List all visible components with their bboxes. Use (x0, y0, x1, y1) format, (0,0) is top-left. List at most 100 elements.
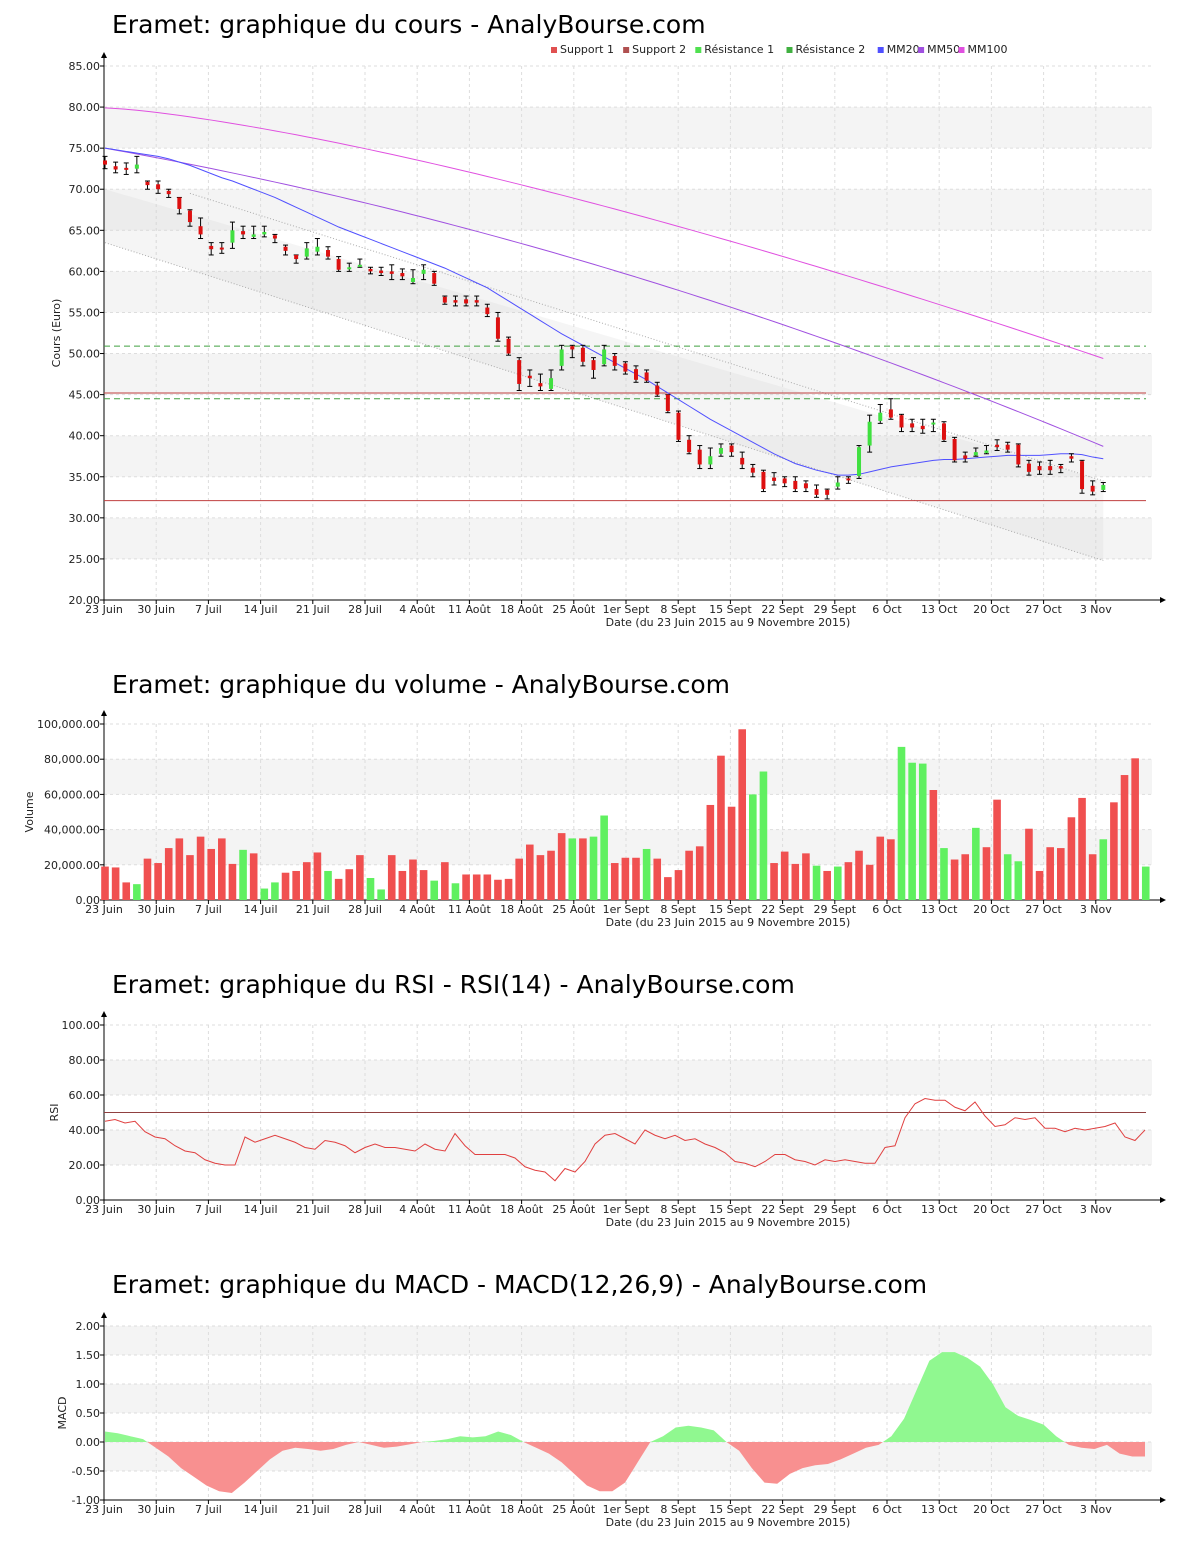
candle-body (474, 300, 479, 303)
volume-bar (780, 851, 789, 900)
y-tick-label: 20,000.00 (44, 859, 100, 872)
candle-body (241, 231, 246, 235)
candle-body (878, 412, 883, 421)
volume-bar (218, 838, 226, 900)
volume-bar (674, 870, 683, 900)
volume-bar (589, 836, 598, 900)
x-tick-label: 15 Sept (709, 903, 752, 916)
x-tick-label: 6 Oct (872, 603, 902, 616)
price-chart-title: Eramet: graphique du cours - AnalyBourse… (112, 10, 706, 39)
volume-bar (664, 877, 672, 900)
x-tick-label: 30 Juin (137, 1203, 175, 1216)
legend-label: MM20 (887, 43, 920, 56)
x-tick-label: 13 Oct (921, 903, 958, 916)
volume-bar (706, 804, 715, 900)
y-tick-label: 60,000.00 (44, 788, 100, 801)
legend-swatch (551, 47, 557, 53)
candle-body (1005, 444, 1010, 450)
candle-body (379, 270, 384, 274)
candle-body (262, 231, 267, 235)
y-tick-label: 0.00 (76, 1194, 101, 1207)
volume-bar (472, 874, 481, 900)
candle-body (612, 356, 617, 366)
macd-negative-area (147, 1442, 359, 1494)
candle-body (718, 448, 723, 454)
x-tick-label: 8 Sept (660, 603, 696, 616)
candle-body (495, 317, 500, 339)
y-tick-label: 80.00 (69, 1054, 101, 1067)
candle-body (538, 383, 543, 387)
candle-body (103, 160, 107, 165)
y-tick-label: 55.00 (69, 306, 101, 319)
x-axis-label: Date (du 23 Juin 2015 au 9 Novembre 2015… (606, 1216, 851, 1229)
x-tick-label: 1er Sept (603, 1503, 651, 1516)
x-tick-label: 1er Sept (603, 1203, 651, 1216)
candle-body (464, 299, 469, 304)
y-axis-label: RSI (48, 1104, 61, 1122)
x-tick-label: 3 Nov (1080, 603, 1112, 616)
macd-negative-area (523, 1442, 651, 1492)
x-tick-label: 30 Juin (137, 1503, 175, 1516)
legend-label: MM50 (927, 43, 960, 56)
candle-body (1058, 466, 1063, 469)
volume-bar (1003, 854, 1012, 900)
candle-body (825, 489, 830, 495)
x-axis-arrow (1160, 1197, 1166, 1203)
legend-swatch (786, 47, 793, 53)
candle-body (1016, 444, 1021, 465)
y-tick-label: 100,000.00 (37, 718, 100, 731)
candle-body (421, 269, 426, 274)
x-tick-label: 21 Juil (296, 1203, 330, 1216)
x-tick-label: 4 Août (399, 1203, 436, 1216)
volume-chart: 0.00 20,000.00 40,000.00 60,000.00 80,000.00… (23, 710, 1166, 929)
candle-body (899, 415, 904, 428)
x-tick-label: 11 Août (448, 1203, 492, 1216)
legend-label: MM100 (968, 43, 1008, 56)
volume-chart-title: Eramet: graphique du volume - AnalyBours… (112, 670, 730, 699)
x-tick-label: 25 Août (552, 603, 596, 616)
x-axis-arrow (1160, 1497, 1166, 1503)
volume-bar (536, 855, 545, 900)
candle-body (835, 482, 840, 487)
x-tick-label: 7 Juil (195, 1503, 222, 1516)
volume-bar (260, 888, 269, 900)
candle-body (591, 360, 596, 370)
volume-bar (982, 847, 991, 900)
volume-bar (695, 846, 704, 900)
x-tick-label: 21 Juil (296, 1503, 330, 1516)
volume-bar (929, 790, 938, 900)
x-tick-label: 15 Sept (709, 603, 752, 616)
volume-bar (483, 874, 492, 900)
x-tick-label: 4 Août (399, 903, 436, 916)
y-tick-label: 1.50 (76, 1349, 101, 1362)
candle-body (570, 346, 575, 350)
candle-body (846, 478, 851, 481)
legend-label: Support 1 (560, 43, 614, 56)
volume-bar (494, 879, 502, 900)
volume-bar (441, 862, 449, 900)
candle-body (432, 273, 437, 284)
rsi-line (104, 1097, 1146, 1182)
x-tick-label: 28 Juil (348, 1503, 382, 1516)
volume-bar (398, 870, 407, 900)
x-tick-label: 21 Juil (296, 903, 330, 916)
volume-bar (249, 853, 258, 900)
volume-bar (175, 838, 184, 900)
x-tick-label: 18 Août (500, 603, 544, 616)
macd-chart-title: Eramet: graphique du MACD - MACD(12,26,9… (112, 1270, 928, 1299)
x-tick-label: 8 Sept (660, 903, 696, 916)
candle-body (326, 250, 331, 257)
volume-bar (430, 880, 439, 900)
candle-body (772, 477, 777, 481)
volume-bar (887, 839, 895, 900)
candle-body (304, 248, 309, 257)
legend-swatch (958, 47, 965, 53)
x-tick-label: 25 Août (552, 1503, 596, 1516)
candle-body (634, 369, 638, 380)
volume-bar (1120, 775, 1129, 900)
x-tick-label: 30 Juin (137, 603, 175, 616)
y-tick-label: 30.00 (69, 512, 101, 525)
volume-bar (642, 848, 651, 900)
candle-body (782, 478, 787, 484)
grid-band (104, 759, 1152, 795)
